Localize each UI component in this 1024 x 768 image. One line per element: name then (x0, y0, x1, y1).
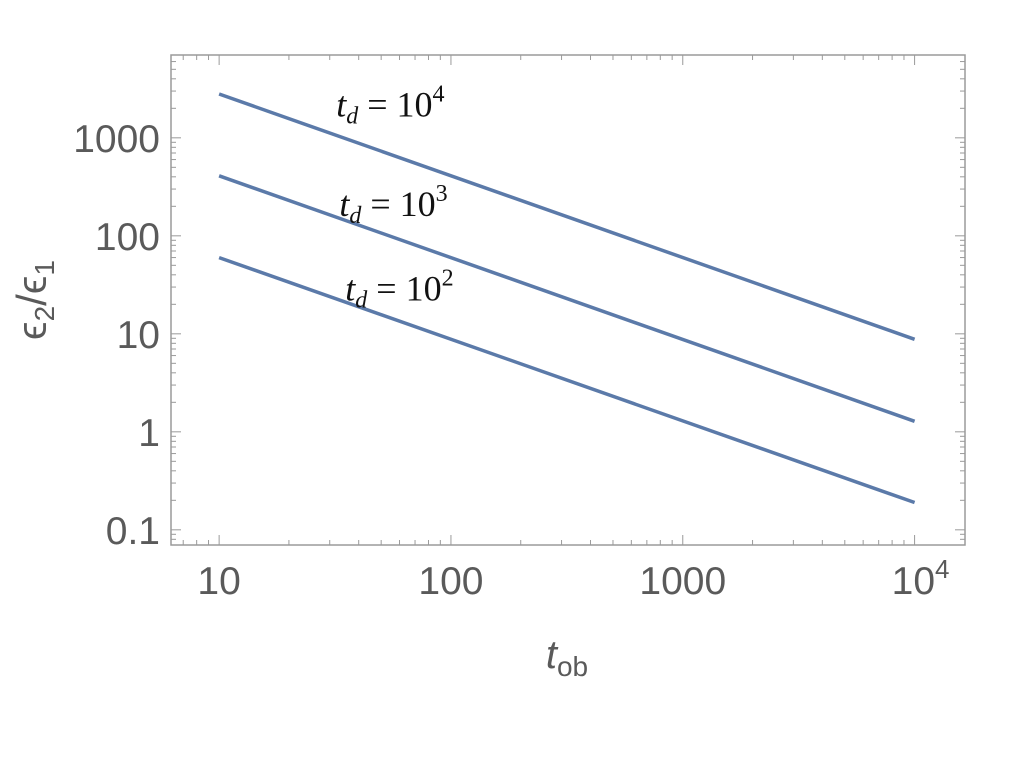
series-line-3 (218, 255, 916, 505)
y-tick-labels: 0.1 1 10 100 1000 (73, 118, 160, 553)
y-axis-label-s2: 1 (29, 260, 60, 276)
x-tick-label: 100 (418, 560, 483, 603)
x-axis-label-sub: ob (557, 651, 588, 682)
x-tick-labels: 10 100 1000 104 (197, 554, 949, 603)
y-tick-label: 1000 (73, 118, 160, 161)
plot-frame (170, 54, 966, 546)
y-axis-label-e1: ϵ (8, 321, 55, 340)
y-axis-label: ϵ2/ϵ1 (8, 260, 60, 340)
annotations: td = 104 td = 103 td = 102 (336, 82, 453, 314)
y-tick-label: 100 (95, 216, 160, 259)
x-tick-label: 10 (197, 560, 240, 603)
minor-ticks (171, 54, 965, 546)
y-axis-label-e2: ϵ (8, 276, 55, 295)
x-tick-label: 1000 (639, 560, 726, 603)
series-lines (218, 92, 916, 505)
y-axis-label-slash: / (8, 294, 55, 306)
y-axis-label-s1: 2 (29, 306, 60, 322)
x-tick-label: 104 (892, 554, 950, 603)
y-tick-label: 0.1 (106, 510, 160, 553)
x-axis-label: tob (546, 633, 588, 682)
series-annotation-2: td = 103 (339, 181, 447, 229)
series-line-2 (218, 174, 916, 423)
x-axis-label-main: t (546, 633, 559, 677)
y-tick-label: 10 (117, 314, 160, 357)
y-tick-label: 1 (138, 412, 160, 455)
series-annotation-3: td = 102 (345, 265, 453, 313)
series-line-1 (218, 92, 916, 341)
series-annotation-1: td = 104 (336, 82, 444, 130)
